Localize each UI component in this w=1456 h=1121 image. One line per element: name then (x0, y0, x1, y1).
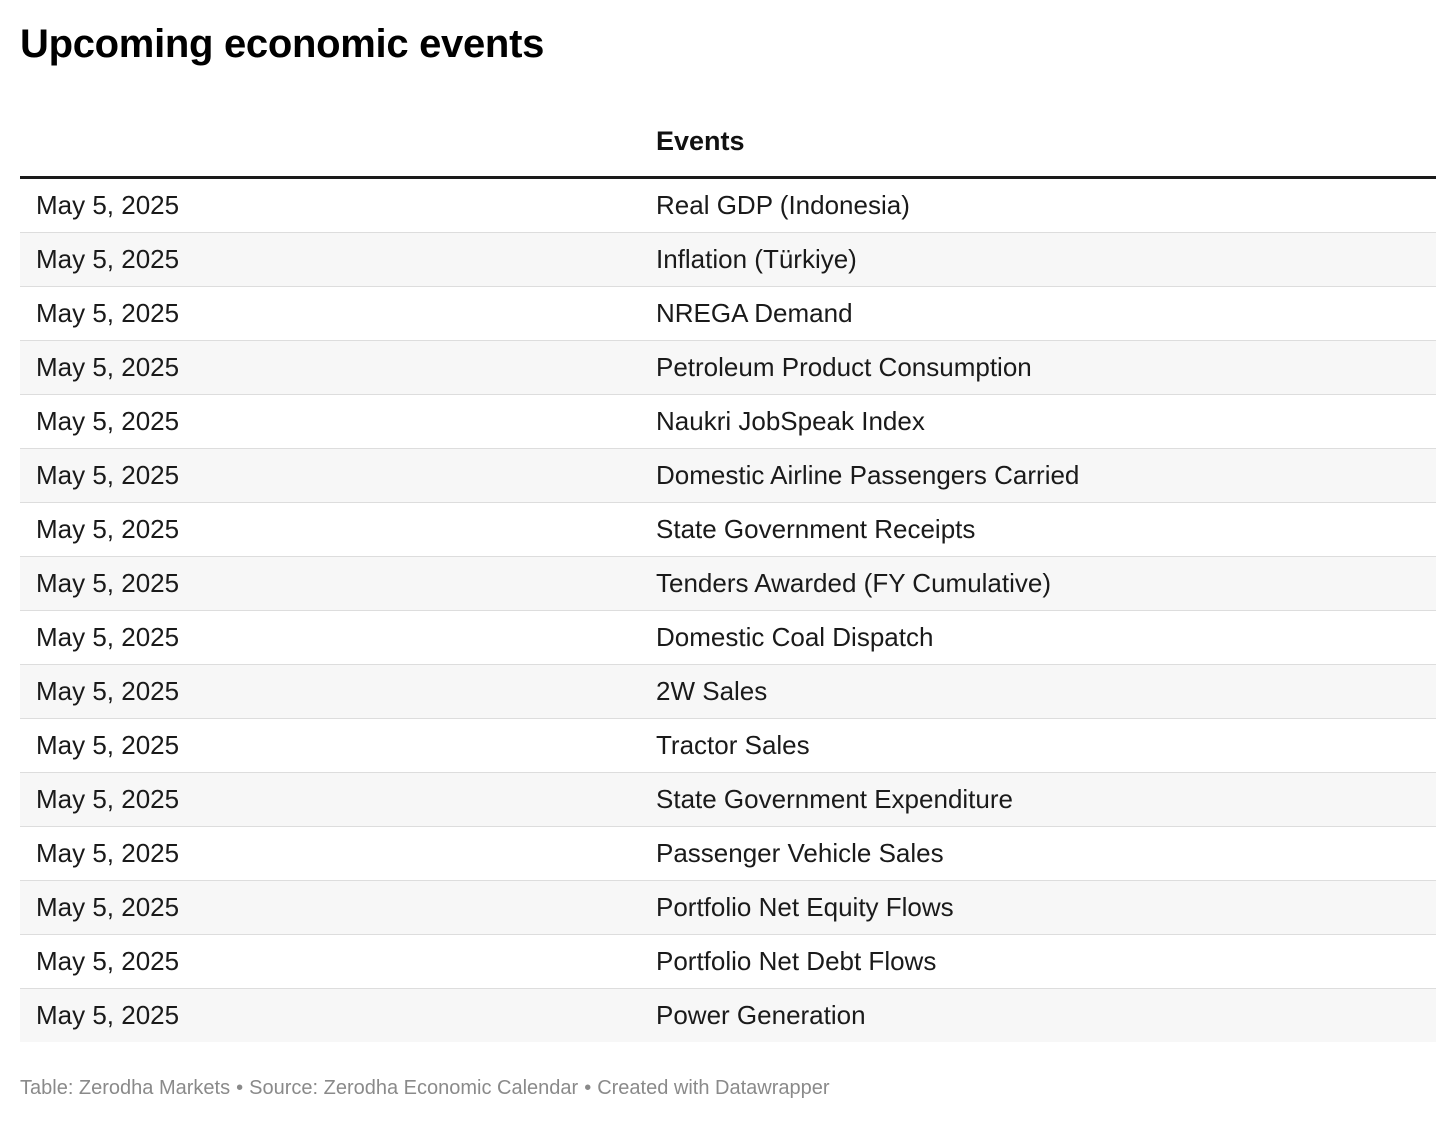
table-header: Events (20, 106, 1436, 179)
table-row: May 5, 2025 Portfolio Net Debt Flows (20, 934, 1436, 989)
table-row: May 5, 2025 State Government Expenditure (20, 772, 1436, 827)
event-name-cell: Petroleum Product Consumption (640, 340, 1436, 395)
column-header-events: Events (640, 106, 1436, 179)
event-date-cell: May 5, 2025 (20, 556, 640, 611)
event-date-cell: May 5, 2025 (20, 394, 640, 449)
table-row: May 5, 2025 Portfolio Net Equity Flows (20, 880, 1436, 935)
events-table-container: Events May 5, 2025 Real GDP (Indonesia) Ma… (20, 106, 1436, 1042)
footer-separator: • (236, 1077, 244, 1099)
header-row: Events (20, 106, 1436, 179)
event-name-cell: Passenger Vehicle Sales (640, 826, 1436, 881)
event-date-cell: May 5, 2025 (20, 232, 640, 287)
page-title: Upcoming economic events (20, 22, 545, 66)
event-name-cell: Power Generation (640, 988, 1436, 1042)
events-table: Events May 5, 2025 Real GDP (Indonesia) Ma… (20, 106, 1436, 1042)
event-date-cell: May 5, 2025 (20, 826, 640, 881)
event-date-cell: May 5, 2025 (20, 502, 640, 557)
event-date-cell: May 5, 2025 (20, 286, 640, 341)
event-name-cell: Real GDP (Indonesia) (640, 177, 1436, 233)
table-row: May 5, 2025 NREGA Demand (20, 286, 1436, 341)
event-name-cell: NREGA Demand (640, 286, 1436, 341)
event-date-cell: May 5, 2025 (20, 934, 640, 989)
created-with-credit: Created with Datawrapper (597, 1077, 830, 1099)
event-name-cell: State Government Expenditure (640, 772, 1436, 827)
table-credit: Table: Zerodha Markets (20, 1077, 231, 1099)
table-row: May 5, 2025 Power Generation (20, 988, 1436, 1042)
event-date-cell: May 5, 2025 (20, 448, 640, 503)
event-date-cell: May 5, 2025 (20, 988, 640, 1042)
event-date-cell: May 5, 2025 (20, 340, 640, 395)
table-row: May 5, 2025 Domestic Airline Passengers C… (20, 448, 1436, 503)
event-name-cell: Tenders Awarded (FY Cumulative) (640, 556, 1436, 611)
event-date-cell: May 5, 2025 (20, 610, 640, 665)
event-name-cell: Tractor Sales (640, 718, 1436, 773)
event-name-cell: State Government Receipts (640, 502, 1436, 557)
event-date-cell: May 5, 2025 (20, 718, 640, 773)
table-row: May 5, 2025 Passenger Vehicle Sales (20, 826, 1436, 881)
table-row: May 5, 2025 2W Sales (20, 664, 1436, 719)
event-name-cell: Domestic Airline Passengers Carried (640, 448, 1436, 503)
table-row: May 5, 2025 Real GDP (Indonesia) (20, 177, 1436, 233)
footer-separator: • (584, 1077, 592, 1099)
table-row: May 5, 2025 Domestic Coal Dispatch (20, 610, 1436, 665)
event-name-cell: Portfolio Net Debt Flows (640, 934, 1436, 989)
table-body: May 5, 2025 Real GDP (Indonesia) May 5, 20… (20, 177, 1436, 1042)
event-date-cell: May 5, 2025 (20, 664, 640, 719)
table-row: May 5, 2025 State Government Receipts (20, 502, 1436, 557)
event-name-cell: Inflation (Türkiye) (640, 232, 1436, 287)
event-date-cell: May 5, 2025 (20, 772, 640, 827)
table-row: May 5, 2025 Naukri JobSpeak Index (20, 394, 1436, 449)
event-name-cell: Portfolio Net Equity Flows (640, 880, 1436, 935)
event-name-cell: Domestic Coal Dispatch (640, 610, 1436, 665)
source-credit: Source: Zerodha Economic Calendar (249, 1077, 579, 1099)
table-row: May 5, 2025 Inflation (Türkiye) (20, 232, 1436, 287)
table-row: May 5, 2025 Tenders Awarded (FY Cumulativ… (20, 556, 1436, 611)
event-name-cell: Naukri JobSpeak Index (640, 394, 1436, 449)
event-name-cell: 2W Sales (640, 664, 1436, 719)
event-date-cell: May 5, 2025 (20, 880, 640, 935)
footer-credits: Table: Zerodha Markets • Source: Zerodha E… (20, 1074, 830, 1102)
column-header-date (20, 106, 640, 179)
event-date-cell: May 5, 2025 (20, 177, 640, 233)
table-row: May 5, 2025 Tractor Sales (20, 718, 1436, 773)
table-row: May 5, 2025 Petroleum Product Consumption (20, 340, 1436, 395)
